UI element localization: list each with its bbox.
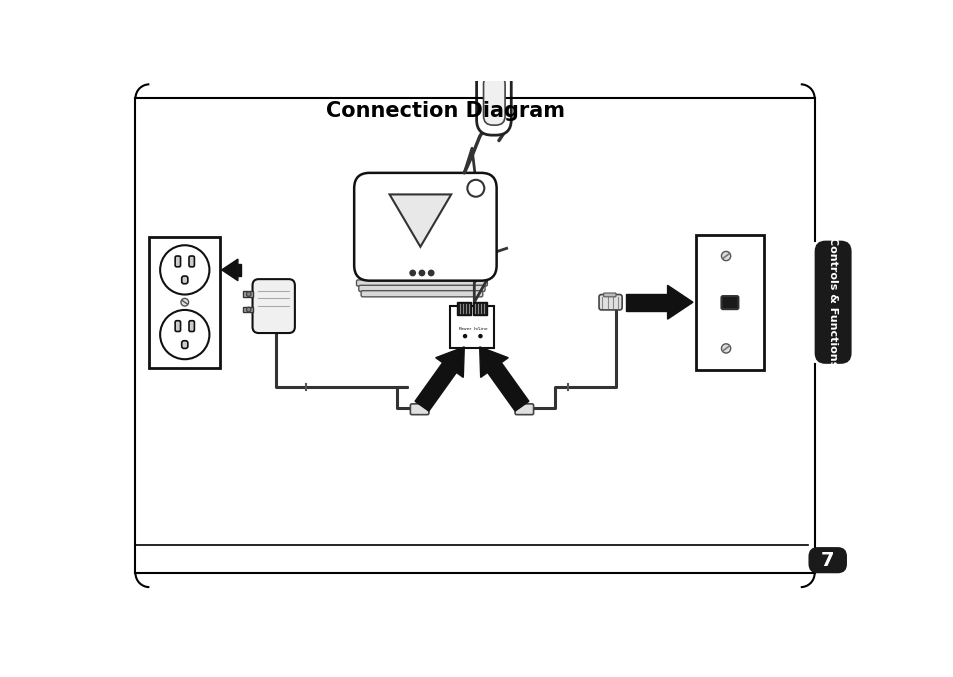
FancyBboxPatch shape xyxy=(720,296,738,309)
Circle shape xyxy=(478,334,481,338)
FancyBboxPatch shape xyxy=(189,256,194,267)
Text: Connection Diagram: Connection Diagram xyxy=(325,102,564,121)
Text: 7: 7 xyxy=(821,550,834,569)
Text: Controls & Functions: Controls & Functions xyxy=(827,237,838,368)
Text: In/Line: In/Line xyxy=(473,327,487,331)
FancyBboxPatch shape xyxy=(483,75,504,125)
Polygon shape xyxy=(436,347,464,377)
Bar xyxy=(150,237,220,368)
Polygon shape xyxy=(221,259,237,281)
FancyBboxPatch shape xyxy=(175,256,180,267)
FancyBboxPatch shape xyxy=(358,285,484,292)
FancyBboxPatch shape xyxy=(410,404,429,414)
FancyBboxPatch shape xyxy=(515,404,533,414)
Polygon shape xyxy=(625,294,667,311)
Polygon shape xyxy=(389,194,451,247)
Polygon shape xyxy=(667,285,692,319)
FancyBboxPatch shape xyxy=(814,240,851,364)
FancyBboxPatch shape xyxy=(181,341,188,349)
Bar xyxy=(242,292,253,297)
Circle shape xyxy=(410,270,415,276)
FancyBboxPatch shape xyxy=(598,294,621,310)
Bar xyxy=(242,307,253,312)
Circle shape xyxy=(463,334,466,338)
Circle shape xyxy=(428,270,434,276)
FancyBboxPatch shape xyxy=(356,280,487,286)
Text: Power: Power xyxy=(458,327,471,331)
FancyBboxPatch shape xyxy=(807,547,846,573)
FancyBboxPatch shape xyxy=(361,290,482,297)
Circle shape xyxy=(720,251,730,261)
Circle shape xyxy=(720,344,730,353)
Polygon shape xyxy=(415,363,456,411)
Polygon shape xyxy=(479,347,508,377)
Polygon shape xyxy=(487,363,528,411)
Circle shape xyxy=(418,270,424,276)
Circle shape xyxy=(160,245,210,294)
FancyBboxPatch shape xyxy=(181,276,188,284)
FancyBboxPatch shape xyxy=(189,321,194,332)
FancyBboxPatch shape xyxy=(476,66,511,135)
FancyBboxPatch shape xyxy=(354,173,497,281)
Circle shape xyxy=(246,292,251,297)
Circle shape xyxy=(246,307,251,312)
FancyBboxPatch shape xyxy=(603,293,616,297)
Bar xyxy=(473,302,486,315)
Bar xyxy=(450,306,493,349)
Bar xyxy=(456,302,471,315)
FancyBboxPatch shape xyxy=(253,279,294,333)
Circle shape xyxy=(160,310,210,359)
Polygon shape xyxy=(237,264,241,276)
Circle shape xyxy=(467,180,484,197)
FancyBboxPatch shape xyxy=(175,321,180,332)
Bar xyxy=(696,235,763,370)
Circle shape xyxy=(181,299,189,306)
